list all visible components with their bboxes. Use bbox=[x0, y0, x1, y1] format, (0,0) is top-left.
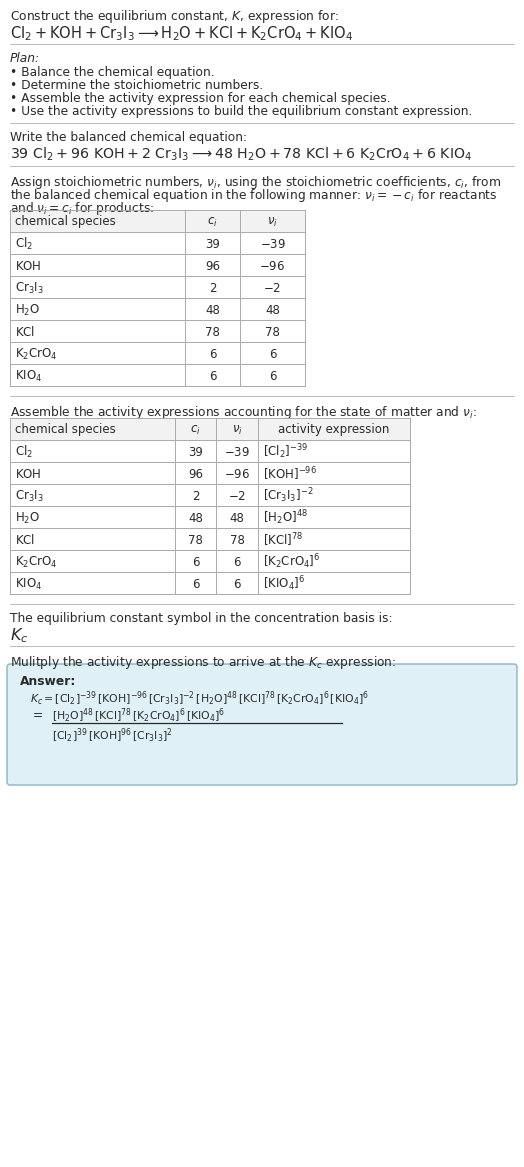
Text: 6: 6 bbox=[192, 578, 199, 591]
Text: $[\mathrm{KIO_4}]^{6}$: $[\mathrm{KIO_4}]^{6}$ bbox=[263, 574, 305, 593]
Text: and $\nu_i = c_i$ for products:: and $\nu_i = c_i$ for products: bbox=[10, 200, 154, 217]
Text: 78: 78 bbox=[205, 326, 220, 338]
Text: 78: 78 bbox=[230, 533, 244, 546]
Text: $[\mathrm{KOH}]^{-96}$: $[\mathrm{KOH}]^{-96}$ bbox=[263, 466, 317, 483]
Text: $-39$: $-39$ bbox=[224, 446, 250, 459]
Text: $\mathrm{Cr_3I_3}$: $\mathrm{Cr_3I_3}$ bbox=[15, 489, 44, 503]
Text: • Assemble the activity expression for each chemical species.: • Assemble the activity expression for e… bbox=[10, 92, 390, 105]
Text: $=$: $=$ bbox=[30, 707, 43, 720]
Text: $K_c = [\mathrm{Cl_2}]^{-39}\,[\mathrm{KOH}]^{-96}\,[\mathrm{Cr_3I_3}]^{-2}\,[\m: $K_c = [\mathrm{Cl_2}]^{-39}\,[\mathrm{K… bbox=[30, 690, 369, 708]
Bar bbox=[10, 210, 305, 232]
Text: $[\mathrm{K_2CrO_4}]^{6}$: $[\mathrm{K_2CrO_4}]^{6}$ bbox=[263, 553, 321, 572]
Text: chemical species: chemical species bbox=[15, 216, 116, 229]
Text: chemical species: chemical species bbox=[15, 424, 116, 436]
Text: $\mathrm{KIO_4}$: $\mathrm{KIO_4}$ bbox=[15, 369, 42, 384]
Text: The equilibrium constant symbol in the concentration basis is:: The equilibrium constant symbol in the c… bbox=[10, 612, 392, 626]
Text: 48: 48 bbox=[230, 511, 244, 524]
Text: $c_i$: $c_i$ bbox=[190, 424, 201, 436]
Text: $[\mathrm{KCl}]^{78}$: $[\mathrm{KCl}]^{78}$ bbox=[263, 531, 303, 548]
Text: Plan:: Plan: bbox=[10, 53, 40, 65]
Text: $\mathrm{KOH}$: $\mathrm{KOH}$ bbox=[15, 259, 41, 273]
Text: 6: 6 bbox=[269, 348, 276, 361]
Text: $\mathrm{H_2O}$: $\mathrm{H_2O}$ bbox=[15, 302, 40, 317]
Text: 6: 6 bbox=[209, 370, 216, 383]
Text: 96: 96 bbox=[205, 259, 220, 273]
Text: $\mathrm{Cr_3I_3}$: $\mathrm{Cr_3I_3}$ bbox=[15, 280, 44, 295]
Text: $\mathrm{KCl}$: $\mathrm{KCl}$ bbox=[15, 533, 35, 547]
Bar bbox=[10, 210, 305, 386]
Text: Mulitply the activity expressions to arrive at the $K_c$ expression:: Mulitply the activity expressions to arr… bbox=[10, 654, 396, 671]
Text: Construct the equilibrium constant, $K$, expression for:: Construct the equilibrium constant, $K$,… bbox=[10, 8, 339, 25]
Text: 48: 48 bbox=[188, 511, 203, 524]
Text: 78: 78 bbox=[265, 326, 280, 338]
Text: $\mathrm{K_2CrO_4}$: $\mathrm{K_2CrO_4}$ bbox=[15, 554, 58, 569]
Text: $\mathrm{H_2O}$: $\mathrm{H_2O}$ bbox=[15, 510, 40, 525]
Text: $[\mathrm{Cr_3I_3}]^{-2}$: $[\mathrm{Cr_3I_3}]^{-2}$ bbox=[263, 487, 313, 505]
Text: $K_c$: $K_c$ bbox=[10, 626, 28, 644]
Text: 39: 39 bbox=[205, 238, 220, 251]
Text: 6: 6 bbox=[233, 555, 241, 568]
Text: 48: 48 bbox=[265, 303, 280, 316]
Text: • Use the activity expressions to build the equilibrium constant expression.: • Use the activity expressions to build … bbox=[10, 105, 472, 118]
Text: activity expression: activity expression bbox=[278, 424, 390, 436]
FancyBboxPatch shape bbox=[7, 664, 517, 785]
Text: $-2$: $-2$ bbox=[228, 489, 246, 503]
Text: $\mathrm{Cl_2}$: $\mathrm{Cl_2}$ bbox=[15, 443, 33, 460]
Text: 6: 6 bbox=[233, 578, 241, 591]
Text: 96: 96 bbox=[188, 468, 203, 481]
Text: 48: 48 bbox=[205, 303, 220, 316]
Text: 6: 6 bbox=[269, 370, 276, 383]
Text: $\mathrm{KIO_4}$: $\mathrm{KIO_4}$ bbox=[15, 576, 42, 592]
Text: $\nu_i$: $\nu_i$ bbox=[267, 216, 278, 229]
Text: $-96$: $-96$ bbox=[259, 259, 286, 273]
Text: $[\mathrm{Cl_2}]^{39}\,[\mathrm{KOH}]^{96}\,[\mathrm{Cr_3I_3}]^{2}$: $[\mathrm{Cl_2}]^{39}\,[\mathrm{KOH}]^{9… bbox=[52, 727, 173, 746]
Text: $[\mathrm{Cl_2}]^{-39}$: $[\mathrm{Cl_2}]^{-39}$ bbox=[263, 442, 308, 461]
Text: Write the balanced chemical equation:: Write the balanced chemical equation: bbox=[10, 131, 247, 144]
Text: 2: 2 bbox=[209, 281, 216, 294]
Text: • Balance the chemical equation.: • Balance the chemical equation. bbox=[10, 67, 215, 79]
Text: Assign stoichiometric numbers, $\nu_i$, using the stoichiometric coefficients, $: Assign stoichiometric numbers, $\nu_i$, … bbox=[10, 174, 501, 191]
Text: 2: 2 bbox=[192, 489, 199, 503]
Bar bbox=[10, 418, 410, 440]
Text: $[\mathrm{H_2O}]^{48}$: $[\mathrm{H_2O}]^{48}$ bbox=[263, 509, 308, 527]
Text: 78: 78 bbox=[188, 533, 203, 546]
Text: the balanced chemical equation in the following manner: $\nu_i = -c_i$ for react: the balanced chemical equation in the fo… bbox=[10, 187, 498, 204]
Text: Assemble the activity expressions accounting for the state of matter and $\nu_i$: Assemble the activity expressions accoun… bbox=[10, 404, 477, 421]
Bar bbox=[10, 418, 410, 594]
Text: $39\ \mathrm{Cl_2} + 96\ \mathrm{KOH} + 2\ \mathrm{Cr_3I_3} \longrightarrow 48\ : $39\ \mathrm{Cl_2} + 96\ \mathrm{KOH} + … bbox=[10, 146, 472, 163]
Text: $-96$: $-96$ bbox=[224, 468, 250, 481]
Text: $\nu_i$: $\nu_i$ bbox=[232, 424, 243, 436]
Text: $[\mathrm{H_2O}]^{48}\,[\mathrm{KCl}]^{78}\,[\mathrm{K_2CrO_4}]^{6}\,[\mathrm{KI: $[\mathrm{H_2O}]^{48}\,[\mathrm{KCl}]^{7… bbox=[52, 707, 225, 726]
Text: 39: 39 bbox=[188, 446, 203, 459]
Text: $\mathrm{KCl}$: $\mathrm{KCl}$ bbox=[15, 324, 35, 338]
Text: $\mathrm{Cl_2}$: $\mathrm{Cl_2}$ bbox=[15, 236, 33, 252]
Text: Answer:: Answer: bbox=[20, 675, 77, 689]
Text: $\mathrm{K_2CrO_4}$: $\mathrm{K_2CrO_4}$ bbox=[15, 347, 58, 362]
Text: $\mathrm{Cl_2 + KOH + Cr_3I_3 \longrightarrow H_2O + KCl + K_2CrO_4 + KIO_4}$: $\mathrm{Cl_2 + KOH + Cr_3I_3 \longright… bbox=[10, 25, 353, 43]
Text: 6: 6 bbox=[192, 555, 199, 568]
Text: $\mathrm{KOH}$: $\mathrm{KOH}$ bbox=[15, 468, 41, 481]
Text: • Determine the stoichiometric numbers.: • Determine the stoichiometric numbers. bbox=[10, 79, 263, 92]
Text: 6: 6 bbox=[209, 348, 216, 361]
Text: $c_i$: $c_i$ bbox=[207, 216, 218, 229]
Text: $-2$: $-2$ bbox=[264, 281, 281, 294]
Text: $-39$: $-39$ bbox=[259, 238, 286, 251]
